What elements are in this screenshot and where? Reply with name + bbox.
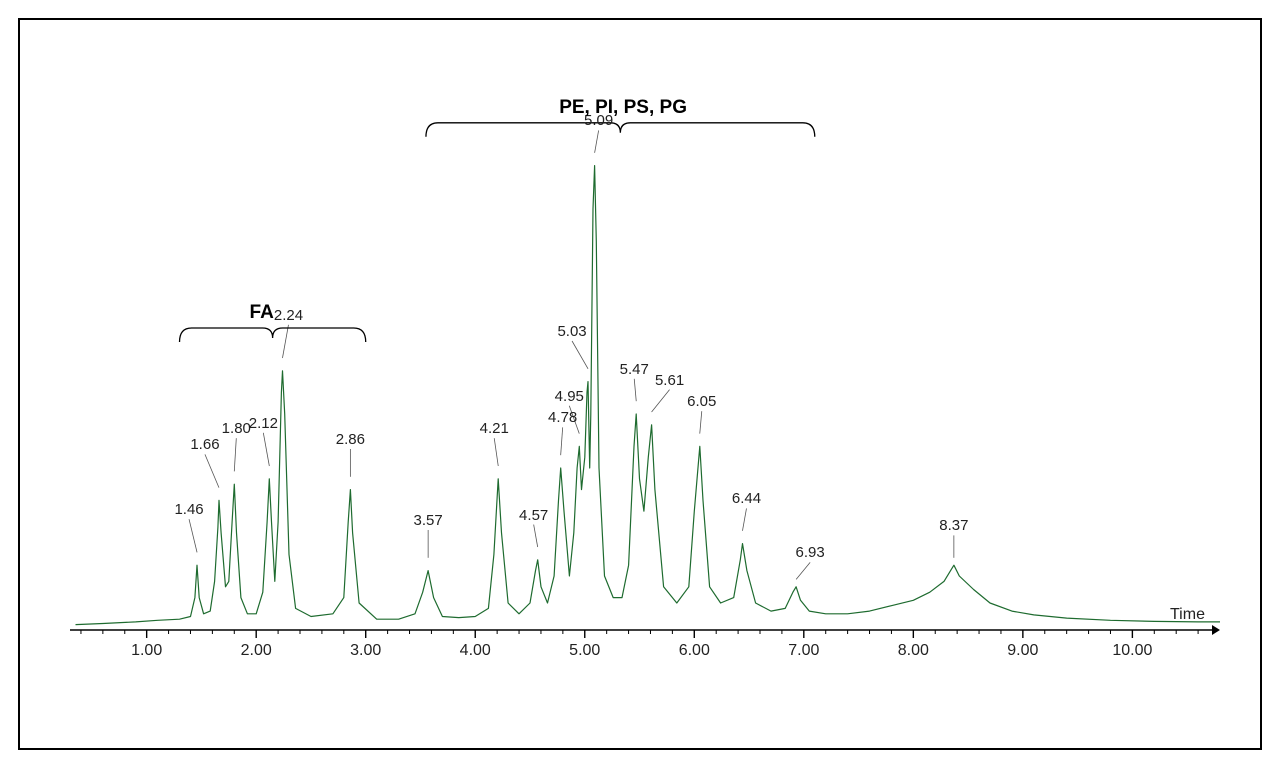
peak-label: 8.37 <box>939 517 968 534</box>
peak-label: 1.66 <box>190 436 219 453</box>
x-tick-label: 4.00 <box>460 642 491 660</box>
peak-label: 2.86 <box>336 431 365 448</box>
peak-label: 2.12 <box>249 415 278 432</box>
peak-label: 4.95 <box>555 388 584 405</box>
peak-label: 5.47 <box>620 361 649 378</box>
peak-label: 6.05 <box>687 393 716 410</box>
figure-frame: 1.00 2.00 3.00 4.00 5.00 6.00 7.00 8.00 9.00 10.0… <box>18 18 1262 750</box>
x-tick-label: 3.00 <box>350 642 381 660</box>
x-tick-label: 8.00 <box>898 642 929 660</box>
plot-area: 1.00 2.00 3.00 4.00 5.00 6.00 7.00 8.00 9.00 10.0… <box>70 50 1220 690</box>
x-tick-label: 9.00 <box>1007 642 1038 660</box>
peak-label: 6.93 <box>796 544 825 561</box>
peak-label: 6.44 <box>732 490 761 507</box>
peak-label: 1.80 <box>222 420 251 437</box>
x-tick-label: 5.00 <box>569 642 600 660</box>
x-tick-label: 10.00 <box>1112 642 1152 660</box>
x-tick-label: 7.00 <box>788 642 819 660</box>
x-tick-label: 2.00 <box>241 642 272 660</box>
x-tick-label: 1.00 <box>131 642 162 660</box>
peak-label: 5.03 <box>557 323 586 340</box>
x-axis-label: Time <box>1170 606 1205 624</box>
peak-label: 3.57 <box>414 512 443 529</box>
group-label-pe-pi-ps-pg: PE, PI, PS, PG <box>559 97 687 119</box>
peak-label: 2.24 <box>274 307 303 324</box>
x-tick-label: 6.00 <box>679 642 710 660</box>
group-label-fa: FA <box>250 302 274 324</box>
peak-label: 4.57 <box>519 507 548 524</box>
peak-label: 4.21 <box>480 420 509 437</box>
peak-label: 1.46 <box>174 501 203 518</box>
peak-label: 4.78 <box>548 409 577 426</box>
peak-label: 5.61 <box>655 372 684 389</box>
